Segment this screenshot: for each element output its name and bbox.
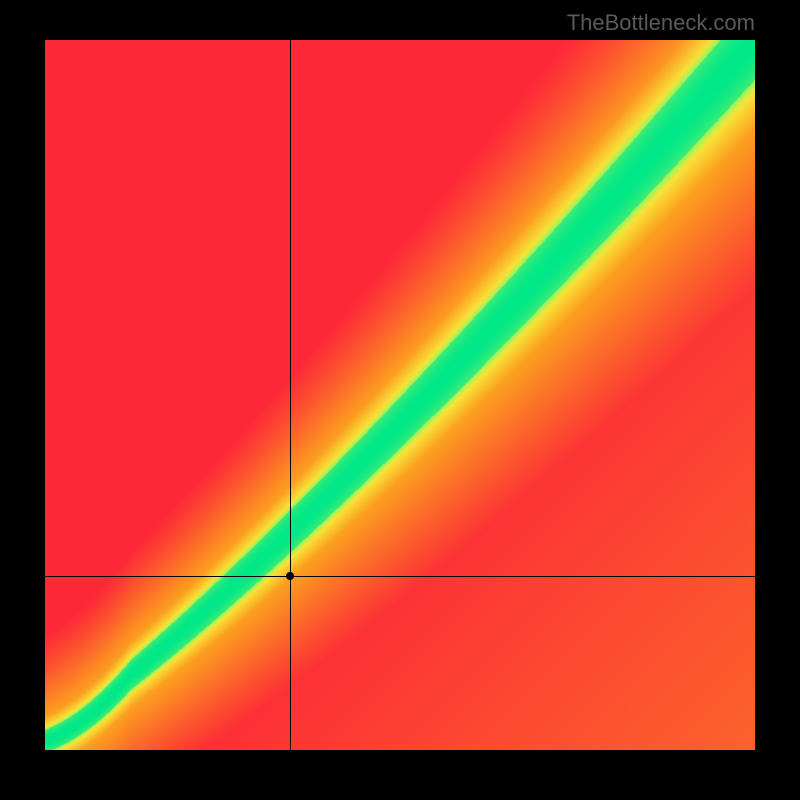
crosshair-vertical <box>290 40 291 750</box>
watermark-text: TheBottleneck.com <box>567 10 755 36</box>
crosshair-horizontal <box>45 576 755 577</box>
plot-area <box>45 40 755 750</box>
chart-container: TheBottleneck.com <box>0 0 800 800</box>
heatmap-canvas <box>45 40 755 750</box>
crosshair-marker <box>286 572 294 580</box>
